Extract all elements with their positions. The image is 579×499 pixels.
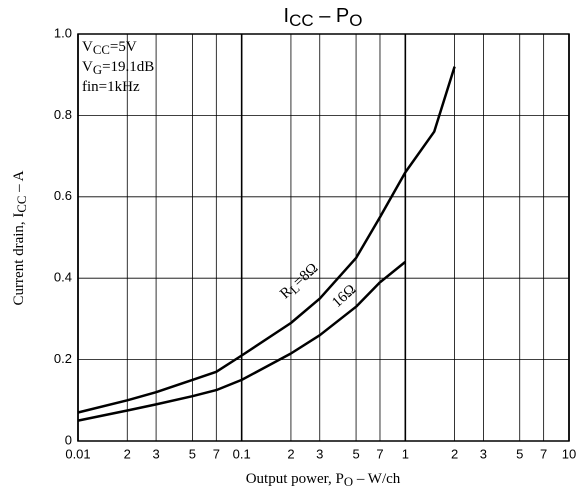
x-tick-label: 1: [402, 446, 409, 461]
chart-title-part: I: [284, 5, 290, 27]
annotation-part: CC: [93, 43, 110, 57]
x-tick-label: 3: [316, 446, 323, 461]
x-axis-label-part: Output power, P: [246, 471, 344, 487]
y-tick-label: 0: [65, 432, 72, 447]
annotation-part: V: [82, 59, 93, 75]
x-tick-label: 3: [152, 446, 159, 461]
chart-title-part: CC: [289, 11, 314, 30]
x-tick-label: 2: [287, 446, 294, 461]
chart-title-part: O: [349, 11, 362, 30]
x-axis-label-part: O: [344, 475, 353, 489]
annotation-part: =19.1dB: [102, 59, 154, 75]
annotation-part: =5V: [110, 39, 137, 55]
x-tick-label: 10: [562, 446, 576, 461]
x-axis-label-part: – W/ch: [353, 471, 401, 487]
x-tick-label: 5: [516, 446, 523, 461]
annotation: VCC=5V: [82, 39, 137, 57]
series-line: [77, 260, 407, 422]
annotation-part: V: [82, 39, 93, 55]
x-tick-label: 3: [480, 446, 487, 461]
y-tick-label: 1.0: [54, 25, 72, 40]
y-axis-label-part: CC: [15, 196, 29, 213]
y-tick-label: 0.2: [54, 351, 72, 366]
x-tick-label: 0.01: [65, 446, 90, 461]
x-tick-label: 5: [189, 446, 196, 461]
y-axis-label: Current drain, ICC – A: [11, 170, 29, 305]
x-axis-label: Output power, PO – W/ch: [246, 471, 401, 489]
x-tick-label: 7: [376, 446, 383, 461]
annotation-part: fin=1kHz: [82, 79, 140, 95]
y-tick-label: 0.8: [54, 107, 72, 122]
annotation: fin=1kHz: [82, 79, 140, 95]
annotation: VG=19.1dB: [82, 59, 154, 77]
series-label: RL=8Ω: [278, 261, 323, 304]
chart-title-part: – P: [314, 5, 350, 27]
x-tick-label: 2: [124, 446, 131, 461]
annotation-part: G: [93, 63, 102, 77]
x-tick-label: 2: [451, 446, 458, 461]
y-tick-label: 0.6: [54, 188, 72, 203]
plot-frame: [77, 33, 570, 442]
series-line: [77, 66, 456, 414]
x-tick-label: 7: [213, 446, 220, 461]
y-axis-label-part: Current drain, I: [11, 213, 27, 306]
chart-title: ICC – PO: [284, 5, 363, 29]
y-tick-label: 0.4: [54, 270, 72, 285]
x-tick-label: 0.1: [233, 446, 251, 461]
y-axis-label-part: – A: [11, 170, 27, 195]
x-tick-label: 7: [540, 446, 547, 461]
x-tick-label: 5: [352, 446, 359, 461]
